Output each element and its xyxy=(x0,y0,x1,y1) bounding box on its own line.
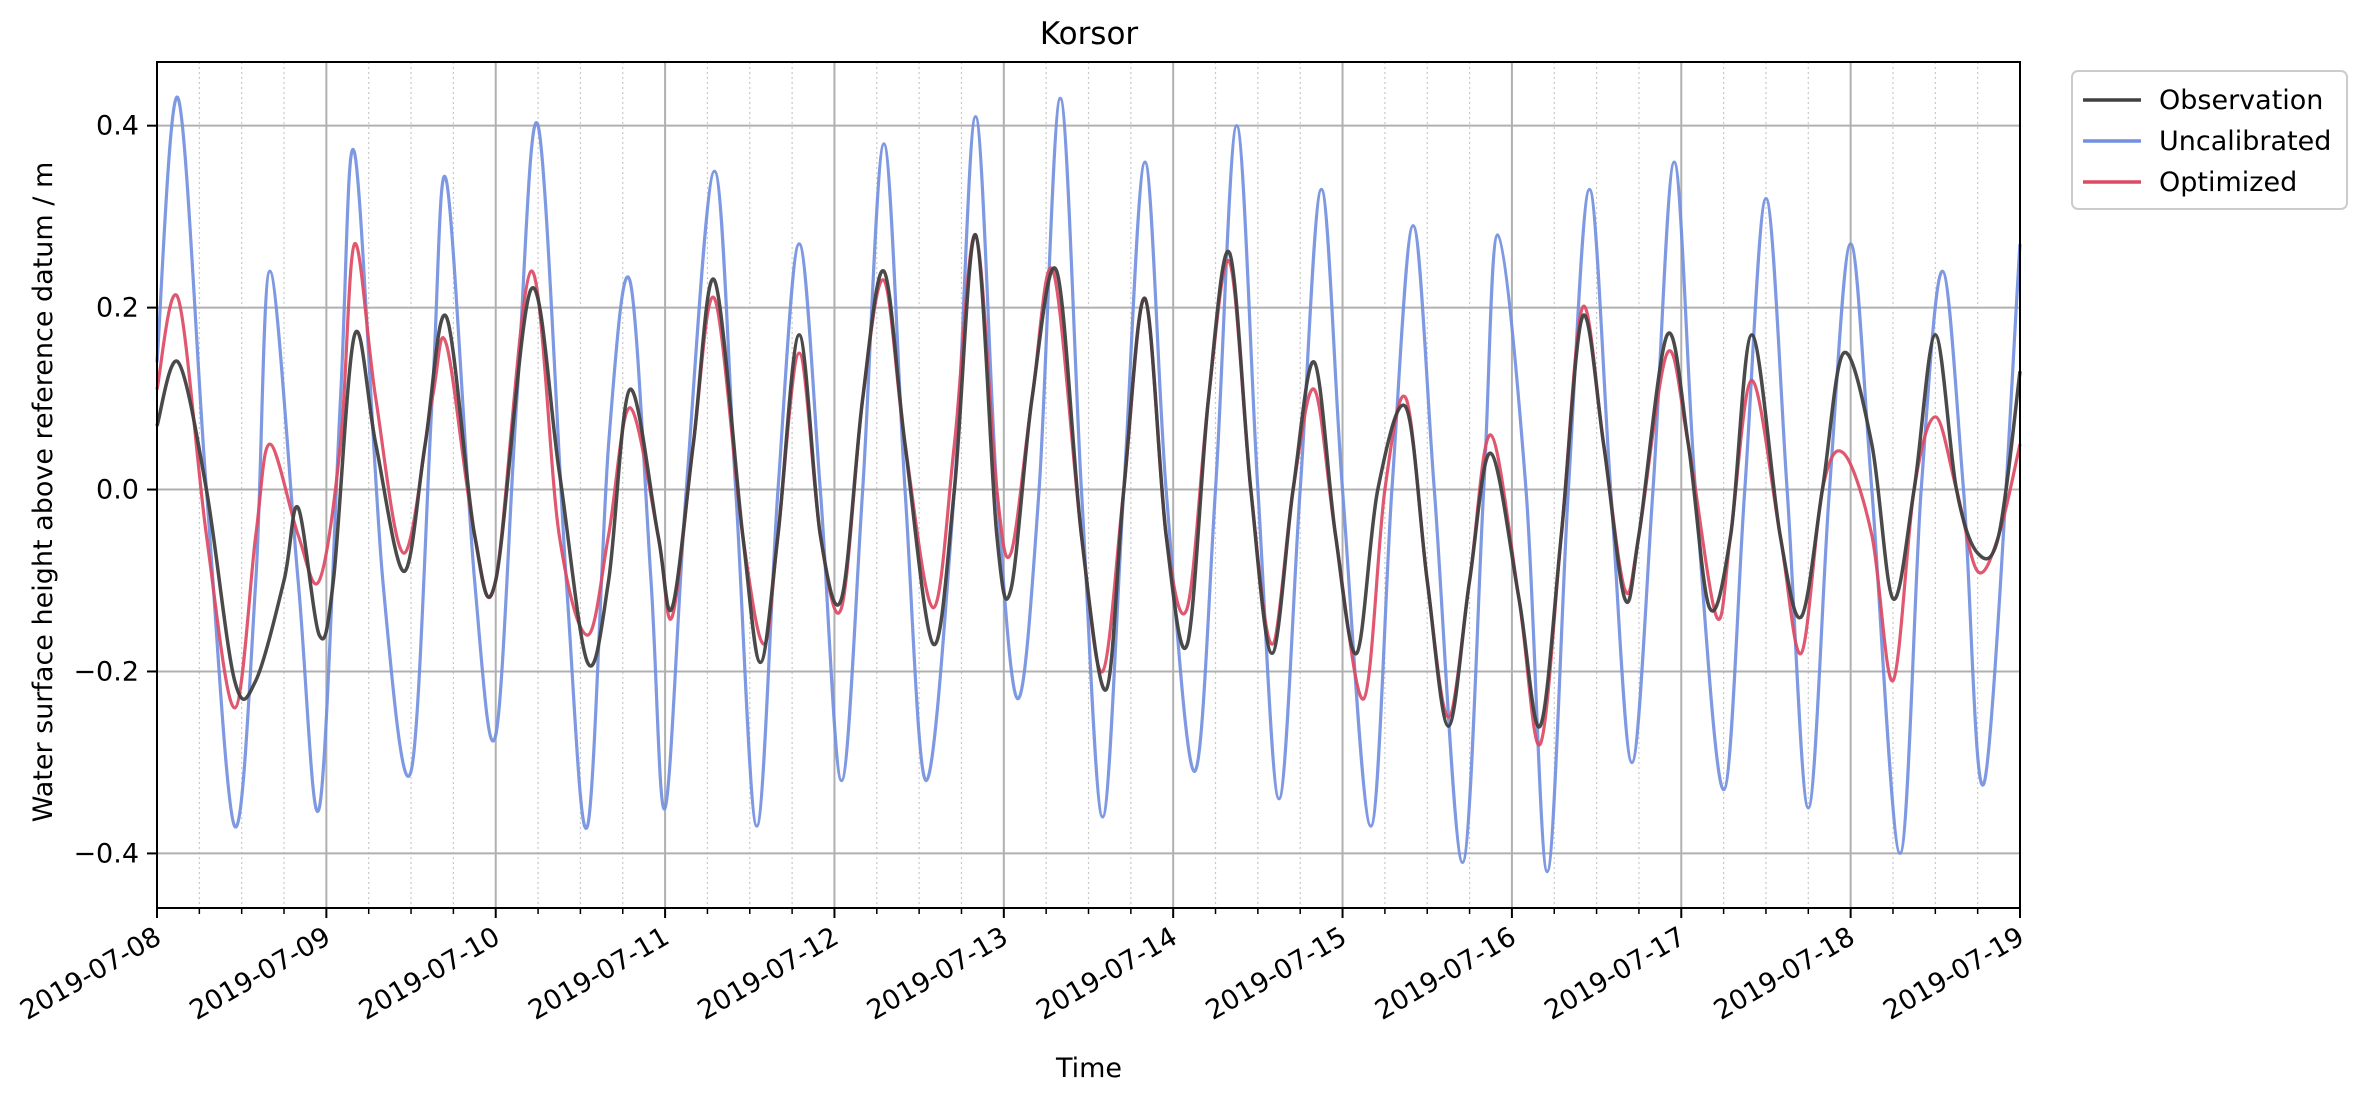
x-tick-label: 2019-07-16 xyxy=(1370,921,1521,1026)
y-tick-label: 0.2 xyxy=(96,293,139,324)
legend: Observation Uncalibrated Optimized xyxy=(2071,70,2348,210)
legend-label-observation: Observation xyxy=(2159,85,2323,116)
y-axis-label: Water surface height above reference dat… xyxy=(28,162,59,823)
x-tick-label: 2019-07-17 xyxy=(1539,921,1690,1026)
y-tick-label: 0.4 xyxy=(96,111,139,142)
x-tick-label: 2019-07-10 xyxy=(354,921,505,1026)
x-tick-label: 2019-07-13 xyxy=(862,921,1013,1026)
y-axis: 0.4 0.2 0.0 −0.2 −0.4 xyxy=(73,111,157,869)
y-tick-label: −0.4 xyxy=(73,838,139,869)
x-tick-label: 2019-07-11 xyxy=(523,921,674,1026)
x-tick-label: 2019-07-12 xyxy=(693,921,844,1026)
x-tick-label: 2019-07-08 xyxy=(15,921,166,1026)
legend-label-optimized: Optimized xyxy=(2159,167,2297,198)
chart-title: Korsor xyxy=(1040,16,1139,52)
legend-label-uncalibrated: Uncalibrated xyxy=(2159,126,2331,157)
y-tick-label: 0.0 xyxy=(96,475,139,506)
x-tick-label: 2019-07-18 xyxy=(1709,921,1860,1026)
x-axis: 2019-07-08 2019-07-09 2019-07-10 2019-07-11… xyxy=(15,908,2030,1027)
legend-box xyxy=(2071,70,2348,210)
x-tick-label: 2019-07-15 xyxy=(1201,921,1352,1026)
x-tick-label: 2019-07-19 xyxy=(1878,921,2029,1026)
series-line-observation xyxy=(155,233,2022,729)
x-tick-label: 2019-07-09 xyxy=(184,921,335,1026)
plot-lines xyxy=(155,95,2022,874)
x-tick-label: 2019-07-14 xyxy=(1031,921,1182,1026)
y-tick-label: −0.2 xyxy=(73,656,139,687)
x-axis-label: Time xyxy=(1055,1053,1122,1084)
